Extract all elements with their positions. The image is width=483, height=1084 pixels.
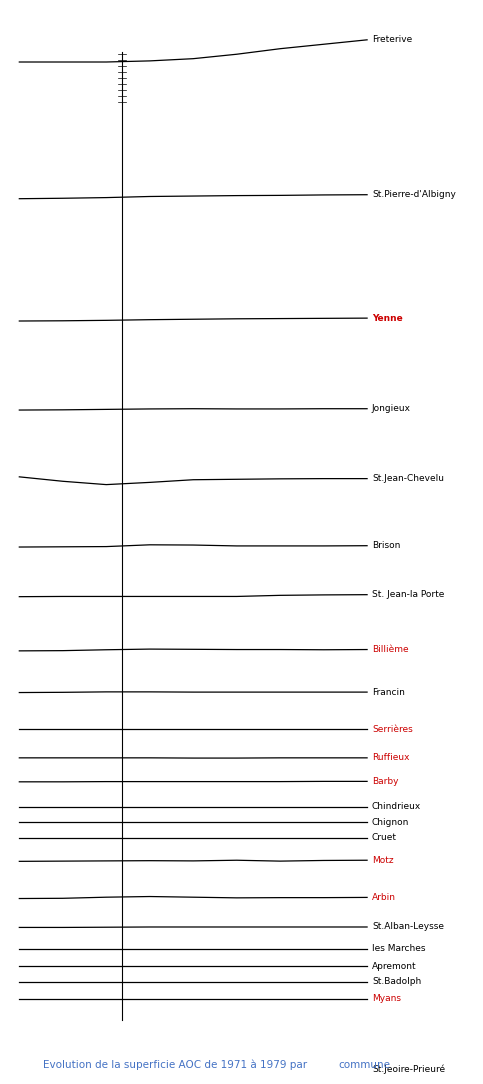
Text: Chindrieux: Chindrieux: [372, 802, 421, 811]
Text: Cruet: Cruet: [372, 834, 397, 842]
Text: Apremont: Apremont: [372, 962, 416, 971]
Text: Chignon: Chignon: [372, 817, 409, 827]
Text: Ruffieux: Ruffieux: [372, 753, 410, 762]
Text: Barby: Barby: [372, 777, 398, 786]
Text: St.Jean-Chevelu: St.Jean-Chevelu: [372, 474, 444, 483]
Text: Yenne: Yenne: [372, 313, 403, 323]
Text: St.Badolph: St.Badolph: [372, 978, 421, 986]
Text: Jongieux: Jongieux: [372, 404, 411, 413]
Text: commune: commune: [338, 1060, 390, 1070]
Text: St.Jeoire-Prieuré: St.Jeoire-Prieuré: [372, 1064, 445, 1074]
Text: Evolution de la superficie AOC de 1971 à 1979 par: Evolution de la superficie AOC de 1971 à…: [43, 1060, 308, 1070]
Text: Arbin: Arbin: [372, 893, 396, 902]
Text: Motz: Motz: [372, 855, 394, 865]
Text: St.Pierre-d'Albigny: St.Pierre-d'Albigny: [372, 190, 456, 199]
Text: St. Jean-la Porte: St. Jean-la Porte: [372, 590, 444, 599]
Text: les Marches: les Marches: [372, 944, 426, 953]
Text: Freterive: Freterive: [372, 36, 412, 44]
Text: Brison: Brison: [372, 541, 400, 551]
Text: Serrières: Serrières: [372, 725, 412, 734]
Text: Francin: Francin: [372, 687, 405, 697]
Text: Billième: Billième: [372, 645, 409, 654]
Text: Myans: Myans: [372, 994, 401, 1004]
Text: St.Alban-Leysse: St.Alban-Leysse: [372, 922, 444, 931]
